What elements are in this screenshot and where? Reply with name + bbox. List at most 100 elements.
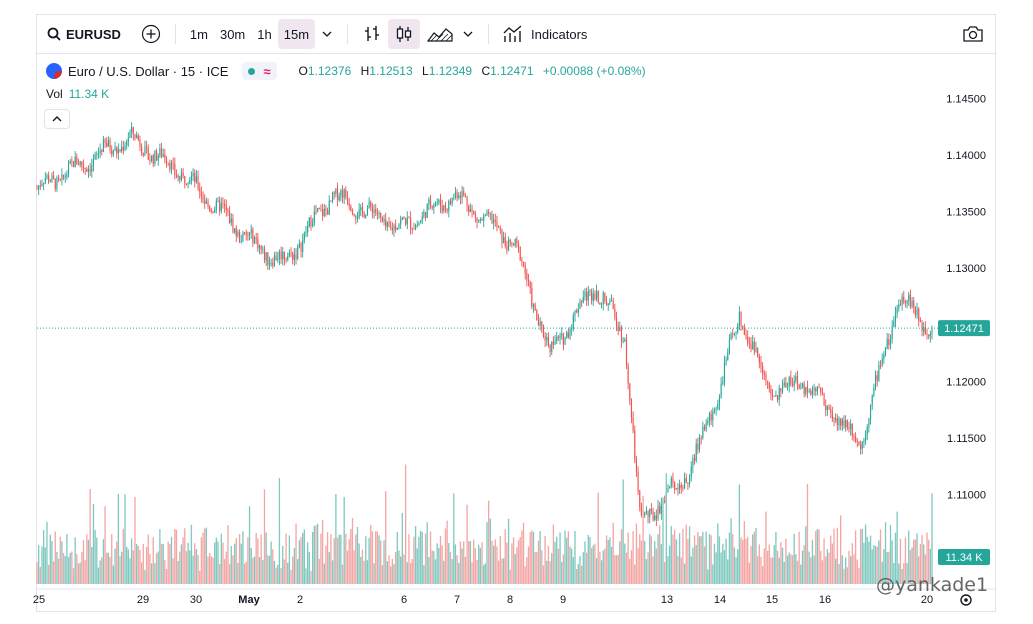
candle-body <box>107 140 109 147</box>
volume-bar <box>913 539 915 584</box>
timeframe-1h[interactable]: 1h <box>257 26 272 42</box>
volume-bar <box>881 561 883 584</box>
timeframe-dropdown-button[interactable] <box>315 19 339 49</box>
volume-bar <box>750 546 752 584</box>
candle-body <box>451 198 453 205</box>
candle-body <box>69 160 71 165</box>
volume-bar <box>72 568 75 584</box>
candle-body <box>775 395 777 397</box>
candle-body <box>237 231 239 236</box>
volume-bar <box>106 552 108 584</box>
candle-body <box>459 195 462 198</box>
volume-bar <box>424 533 427 584</box>
volume-bar <box>502 558 505 584</box>
candle-body <box>700 437 702 439</box>
volume-bar <box>464 556 467 584</box>
chart-type-area-button[interactable] <box>424 19 456 49</box>
bars-style-button[interactable] <box>356 19 388 49</box>
candle-body <box>664 500 666 503</box>
settings-gear-icon[interactable] <box>960 594 972 606</box>
candle-body <box>914 306 916 315</box>
candle-body <box>780 388 782 392</box>
volume-bar <box>597 492 599 584</box>
candle-body <box>654 515 656 521</box>
candle-body <box>341 190 344 198</box>
volume-bar <box>335 494 337 584</box>
volume-bar <box>104 506 106 584</box>
volume-bar <box>803 545 805 584</box>
indicators-icon <box>503 25 522 42</box>
chart-type-dropdown-button[interactable] <box>456 19 480 49</box>
volume-bar <box>165 569 168 584</box>
indicators-button[interactable]: Indicators <box>497 19 593 49</box>
volume-bar <box>275 567 277 584</box>
candle-body <box>581 301 583 303</box>
volume-bar <box>52 561 55 584</box>
compare-symbol-button[interactable] <box>135 19 167 49</box>
candle-body <box>454 192 457 198</box>
candle-body <box>702 426 704 438</box>
volume-bar <box>906 563 908 584</box>
candle-body <box>547 337 550 346</box>
candle-body <box>210 211 212 212</box>
volume-bar <box>290 569 292 584</box>
candle-body <box>282 252 284 260</box>
candle-body <box>916 309 918 315</box>
candle-body <box>669 486 671 488</box>
volume-bar <box>433 551 435 584</box>
candle-body <box>855 436 857 442</box>
volume-bar <box>233 543 236 584</box>
candle-body <box>468 205 470 212</box>
volume-bar <box>434 559 437 584</box>
candle-body <box>768 382 770 389</box>
volume-bar <box>727 559 729 584</box>
symbol-search-button[interactable]: EURUSD <box>43 19 125 49</box>
volume-bar <box>483 565 485 584</box>
open-value: 1.12376 <box>307 64 352 78</box>
candle-body <box>788 377 790 387</box>
market-status-pill[interactable]: ≈ <box>242 62 277 80</box>
time-tick-label: 7 <box>454 594 460 606</box>
candle-body <box>552 341 554 345</box>
candle-body <box>267 252 269 265</box>
candle-body <box>82 165 85 169</box>
volume-bar <box>561 561 563 584</box>
volume-bar <box>487 500 490 584</box>
candle-body <box>129 131 131 138</box>
candle-body <box>913 300 915 307</box>
price-tick-label: 1.13500 <box>946 207 986 219</box>
candle-body <box>559 335 561 339</box>
candle-body <box>776 395 779 400</box>
timeframe-1m[interactable]: 1m <box>189 26 208 42</box>
volume-bar <box>730 518 732 584</box>
volume-bar <box>678 533 681 584</box>
candle-body <box>644 512 646 516</box>
volume-bar <box>668 545 671 584</box>
candle-body <box>594 293 596 299</box>
volume-bar <box>401 512 403 584</box>
candles-style-button[interactable] <box>388 19 421 49</box>
candle-body <box>748 342 750 344</box>
candle-body <box>569 329 571 338</box>
candle-body <box>738 312 740 326</box>
snapshot-button[interactable] <box>957 19 989 49</box>
candle-body <box>498 226 500 228</box>
candle-body <box>856 441 858 443</box>
candle-body <box>131 127 133 132</box>
candle-body <box>177 176 179 178</box>
volume-bar <box>230 546 232 584</box>
candle-body <box>921 322 923 332</box>
volume-bar <box>522 522 525 584</box>
candle-body <box>383 219 385 222</box>
candle-body <box>139 139 141 147</box>
timeframe-15m[interactable]: 15m <box>277 19 316 49</box>
volume-bar <box>137 546 139 584</box>
candle-body <box>234 228 236 233</box>
collapse-legend-button[interactable] <box>44 109 70 129</box>
volume-bar <box>539 531 541 584</box>
timeframe-30m[interactable]: 30m <box>219 26 246 42</box>
candle-body <box>141 146 143 154</box>
candle-body <box>58 177 60 180</box>
volume-bar <box>180 544 183 584</box>
